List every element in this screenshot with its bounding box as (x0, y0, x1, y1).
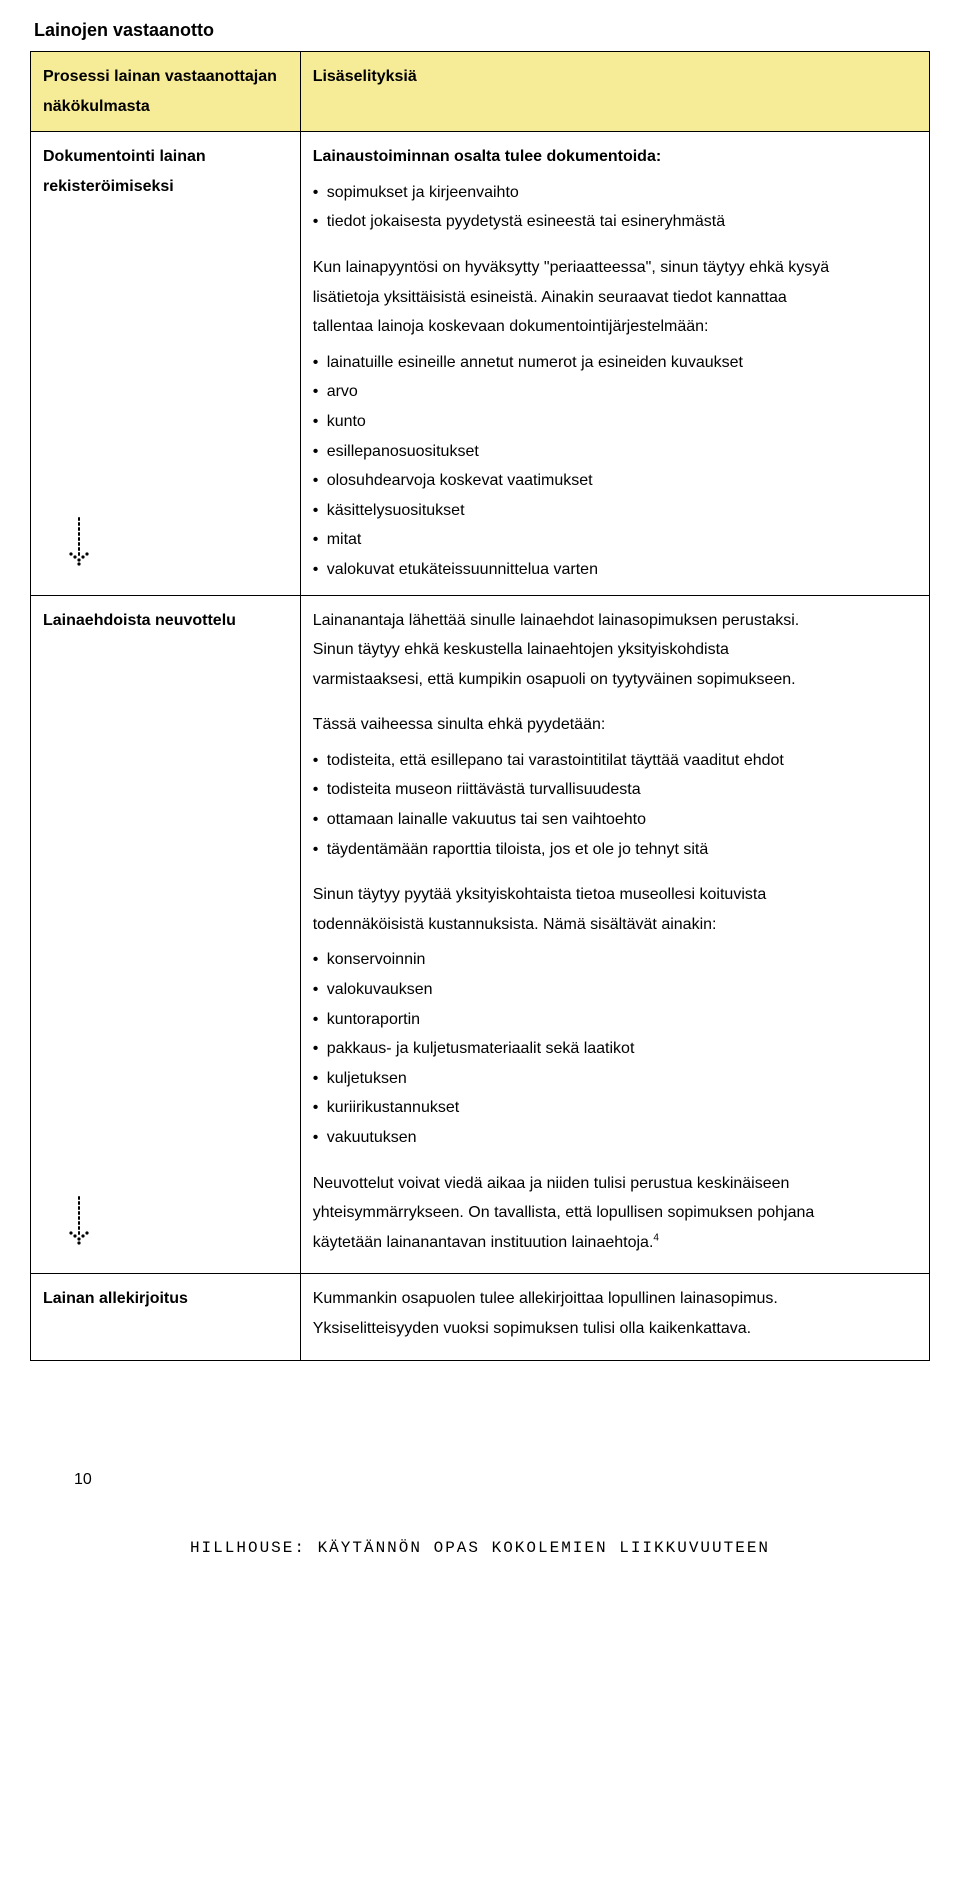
list-item: arvo (313, 377, 917, 407)
text: käytetään lainanantavan instituution lai… (313, 1234, 654, 1251)
table-row: Lainaehdoista neuvottelu (31, 595, 930, 1274)
row2-para1: Lainanantaja lähettää sinulle lainaehdot… (313, 606, 917, 695)
row2-left: Lainaehdoista neuvottelu (43, 606, 288, 636)
list-item: kunto (313, 407, 917, 437)
document-page: Lainojen vastaanotto Prosessi lainan vas… (0, 0, 960, 1587)
row2-right-cell: Lainanantaja lähettää sinulle lainaehdot… (300, 595, 929, 1274)
text: Kun lainapyyntösi on hyväksytty "periaat… (313, 259, 830, 276)
row1-intro: Lainaustoiminnan osalta tulee dokumentoi… (313, 142, 917, 172)
table-header-row: Prosessi lainan vastaanottajan näkökulma… (31, 52, 930, 132)
page-footer: HILLHOUSE: KÄYTÄNNÖN OPAS KOKOLEMIEN LII… (30, 1539, 930, 1557)
list-item: olosuhdearvoja koskevat vaatimukset (313, 466, 917, 496)
list-item: todisteita museon riittävästä turvallisu… (313, 775, 917, 805)
arrow-down-icon (61, 516, 97, 583)
text: Sinun täytyy ehkä keskustella lainaehtoj… (313, 641, 729, 658)
row2-bullets1: todisteita, että esillepano tai varastoi… (313, 746, 917, 864)
row1-left-line1: Dokumentointi lainan (43, 142, 288, 172)
list-item: ottamaan lainalle vakuutus tai sen vaiht… (313, 805, 917, 835)
arrow-down-icon (61, 1195, 97, 1262)
list-item: todisteita, että esillepano tai varastoi… (313, 746, 917, 776)
list-item: pakkaus- ja kuljetusmateriaalit sekä laa… (313, 1034, 917, 1064)
row2-bullets2: konservoinnin valokuvauksen kuntoraporti… (313, 945, 917, 1152)
text: Sinun täytyy pyytää yksityiskohtaista ti… (313, 886, 767, 903)
list-item: käsittelysuositukset (313, 496, 917, 526)
header-left-line2: näkökulmasta (43, 98, 150, 115)
list-item: tiedot jokaisesta pyydetystä esineestä t… (313, 207, 917, 237)
row1-bullets2: lainatuille esineille annetut numerot ja… (313, 348, 917, 585)
text: tallentaa lainoja koskevaan dokumentoint… (313, 318, 709, 335)
row3-left: Lainan allekirjoitus (43, 1284, 288, 1314)
header-left: Prosessi lainan vastaanottajan näkökulma… (31, 52, 301, 132)
list-item: valokuvauksen (313, 975, 917, 1005)
list-item: kuljetuksen (313, 1064, 917, 1094)
text: Neuvottelut voivat viedä aikaa ja niiden… (313, 1175, 790, 1192)
text: lisätietoja yksittäisistä esineistä. Ain… (313, 289, 787, 306)
row2-para2: Tässä vaiheessa sinulta ehkä pyydetään: (313, 710, 917, 740)
header-right: Lisäselityksiä (300, 52, 929, 132)
text: Yksiselitteisyyden vuoksi sopimuksen tul… (313, 1320, 751, 1337)
list-item: valokuvat etukäteissuunnittelua varten (313, 555, 917, 585)
list-item: täydentämään raporttia tiloista, jos et … (313, 835, 917, 865)
list-item: kuriirikustannukset (313, 1093, 917, 1123)
row2-para4: Neuvottelut voivat viedä aikaa ja niiden… (313, 1169, 917, 1258)
list-item: vakuutuksen (313, 1123, 917, 1153)
text: todennäköisistä kustannuksista. Nämä sis… (313, 916, 717, 933)
header-left-line1: Prosessi lainan vastaanottajan (43, 68, 277, 85)
page-number: 10 (74, 1471, 930, 1489)
row3-text: Kummankin osapuolen tulee allekirjoittaa… (313, 1284, 917, 1343)
row2-left-cell: Lainaehdoista neuvottelu (31, 595, 301, 1274)
list-item: mitat (313, 525, 917, 555)
row1-left-cell: Dokumentointi lainan rekisteröimiseksi (31, 132, 301, 595)
table-row: Lainan allekirjoitus Kummankin osapuolen… (31, 1274, 930, 1360)
footnote-ref: 4 (653, 1232, 659, 1243)
row1-right-cell: Lainaustoiminnan osalta tulee dokumentoi… (300, 132, 929, 595)
row1-para2: Kun lainapyyntösi on hyväksytty "periaat… (313, 253, 917, 342)
row1-left-line2: rekisteröimiseksi (43, 172, 288, 202)
text: yhteisymmärrykseen. On tavallista, että … (313, 1204, 815, 1221)
list-item: konservoinnin (313, 945, 917, 975)
text: varmistaaksesi, että kumpikin osapuoli o… (313, 671, 796, 688)
row3-left-cell: Lainan allekirjoitus (31, 1274, 301, 1360)
list-item: lainatuille esineille annetut numerot ja… (313, 348, 917, 378)
loan-process-table: Prosessi lainan vastaanottajan näkökulma… (30, 51, 930, 1361)
text: Kummankin osapuolen tulee allekirjoittaa… (313, 1290, 778, 1307)
list-item: kuntoraportin (313, 1005, 917, 1035)
list-item: esillepanosuositukset (313, 437, 917, 467)
text: Lainanantaja lähettää sinulle lainaehdot… (313, 612, 800, 629)
row2-para3: Sinun täytyy pyytää yksityiskohtaista ti… (313, 880, 917, 939)
section-title: Lainojen vastaanotto (34, 20, 930, 41)
table-row: Dokumentointi lainan rekisteröimiseksi (31, 132, 930, 595)
row3-right-cell: Kummankin osapuolen tulee allekirjoittaa… (300, 1274, 929, 1360)
list-item: sopimukset ja kirjeenvaihto (313, 178, 917, 208)
row1-bullets1: sopimukset ja kirjeenvaihto tiedot jokai… (313, 178, 917, 237)
